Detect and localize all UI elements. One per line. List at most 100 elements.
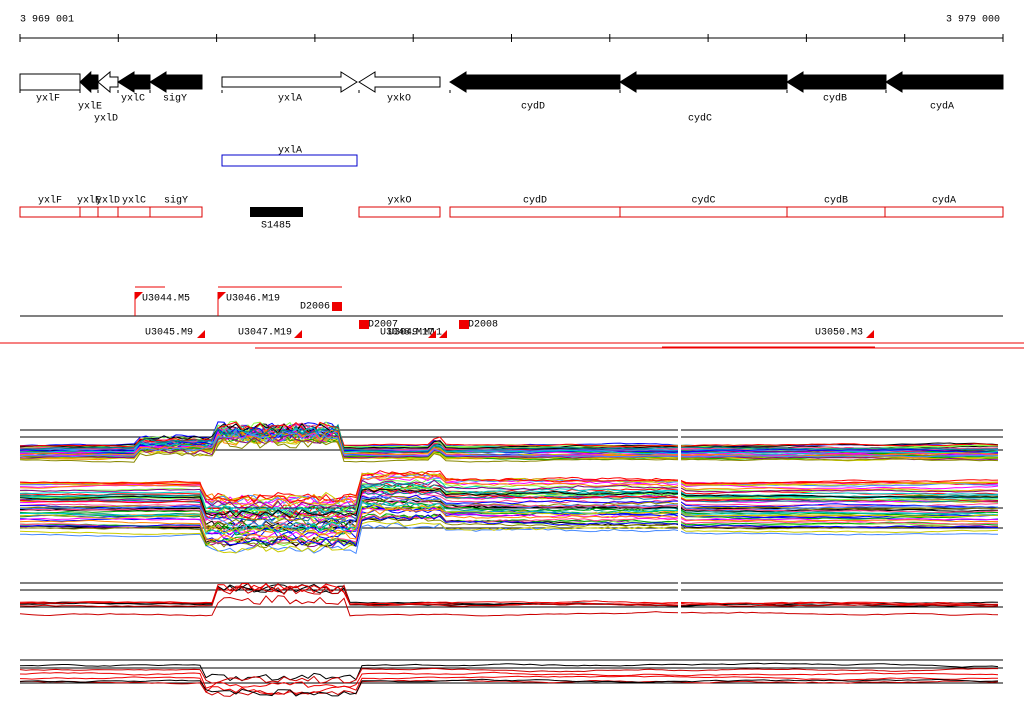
transcript-label: yxlC bbox=[122, 195, 146, 207]
gene-arrow bbox=[619, 71, 788, 93]
trace bbox=[19, 426, 999, 454]
trace bbox=[19, 488, 999, 518]
trace bbox=[19, 584, 999, 607]
segment-label: U3049.M11 bbox=[388, 328, 442, 339]
transcript-label: yxlE bbox=[77, 195, 101, 207]
gene-arrow bbox=[786, 71, 887, 93]
trace bbox=[19, 679, 999, 697]
transcript-box bbox=[358, 206, 441, 218]
segment-label: U3044.M5 bbox=[142, 294, 190, 305]
gene-arrow bbox=[117, 71, 151, 93]
trace bbox=[19, 678, 999, 697]
gene-arrow bbox=[79, 70, 99, 94]
segment-flag bbox=[439, 330, 447, 338]
transcript-label: yxlD bbox=[96, 195, 120, 207]
rna-label: S1485 bbox=[261, 221, 291, 232]
segment-flag bbox=[428, 330, 436, 338]
annotation-box bbox=[221, 154, 358, 167]
trace bbox=[19, 514, 999, 547]
trace bbox=[19, 423, 999, 453]
trace bbox=[19, 675, 998, 695]
rna-box bbox=[250, 207, 303, 217]
transcript-box bbox=[79, 206, 99, 218]
transcript-label: yxkO bbox=[387, 195, 411, 207]
trace bbox=[19, 475, 998, 509]
trace bbox=[19, 671, 999, 689]
gene-arrow bbox=[358, 71, 441, 93]
gene-label: yxkO bbox=[387, 93, 411, 105]
transcript-label: cydD bbox=[523, 195, 547, 207]
gene-label: yxlF bbox=[36, 93, 60, 105]
trace bbox=[19, 486, 999, 520]
trace bbox=[19, 434, 999, 462]
segment-flag bbox=[197, 330, 205, 338]
segment-box bbox=[459, 320, 469, 329]
ruler-end: 3 979 000 bbox=[946, 15, 1000, 26]
trace bbox=[19, 471, 999, 502]
trace bbox=[19, 595, 999, 617]
gene-arrow bbox=[149, 71, 203, 93]
transcript-label: cydA bbox=[932, 195, 956, 207]
trace bbox=[19, 516, 999, 549]
transcript-box bbox=[449, 206, 621, 218]
segment-box bbox=[332, 302, 342, 311]
segment-label: D2006 bbox=[300, 302, 330, 313]
segment-box bbox=[359, 320, 369, 329]
transcript-box bbox=[117, 206, 151, 218]
trace bbox=[19, 437, 999, 463]
transcript-box bbox=[19, 206, 81, 218]
segment-label: U3050.M3 bbox=[815, 328, 863, 339]
transcript-box bbox=[786, 206, 886, 218]
trace bbox=[19, 500, 999, 532]
trace bbox=[19, 493, 999, 525]
annotation-label: yxlA bbox=[278, 145, 302, 157]
trace bbox=[19, 497, 999, 529]
gene-label: sigY bbox=[163, 93, 187, 105]
gene-label: cydC bbox=[688, 113, 712, 125]
transcript-label: cydB bbox=[824, 195, 848, 207]
gene-label: yxlD bbox=[94, 113, 118, 125]
trace bbox=[19, 495, 999, 529]
trace bbox=[19, 504, 999, 536]
transcript-box bbox=[619, 206, 788, 218]
segment-label: U3045.M9 bbox=[145, 328, 193, 339]
gap bbox=[678, 420, 681, 620]
transcript-box bbox=[97, 206, 119, 218]
segment-label: D2007 bbox=[368, 320, 398, 331]
trace bbox=[19, 430, 999, 458]
trace bbox=[20, 427, 999, 455]
trace bbox=[19, 470, 999, 504]
gene-arrow bbox=[449, 71, 621, 93]
segment-flag bbox=[294, 330, 302, 338]
gene-arrow bbox=[19, 73, 81, 91]
segment-flag bbox=[218, 292, 226, 300]
trace bbox=[20, 494, 999, 526]
gene-label: cydA bbox=[930, 101, 954, 113]
segment-label: U3047.M19 bbox=[238, 328, 292, 339]
segment-flag bbox=[866, 330, 874, 338]
gene-label: yxlA bbox=[278, 93, 302, 105]
gene-arrow bbox=[885, 71, 1004, 93]
trace bbox=[19, 520, 999, 554]
segment-label: U3048.M17 bbox=[380, 328, 434, 339]
trace bbox=[19, 482, 999, 516]
gene-arrow bbox=[221, 71, 358, 93]
ruler-start: 3 969 001 bbox=[20, 15, 74, 26]
trace bbox=[19, 507, 999, 542]
gene-label: cydB bbox=[823, 93, 847, 105]
gene-label: cydD bbox=[521, 101, 545, 113]
transcript-box bbox=[884, 206, 1004, 218]
segment-label: D2008 bbox=[468, 320, 498, 331]
gene-arrow bbox=[97, 70, 119, 94]
transcript-label: sigY bbox=[164, 195, 188, 207]
trace bbox=[19, 662, 999, 682]
transcript-label: yxlF bbox=[38, 195, 62, 207]
gene-label: yxlC bbox=[121, 93, 145, 105]
trace bbox=[19, 434, 999, 461]
segment-label: U3046.M19 bbox=[226, 294, 280, 305]
trace bbox=[19, 514, 999, 546]
transcript-label: cydC bbox=[691, 195, 715, 207]
trace bbox=[19, 479, 999, 510]
